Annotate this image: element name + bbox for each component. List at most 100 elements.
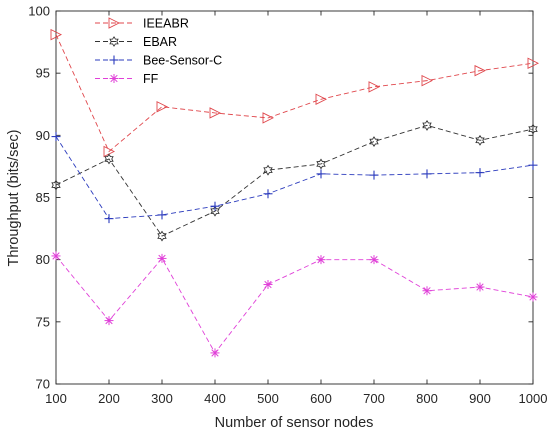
x-tick-label: 400 [204,391,226,406]
marker-shape [158,254,166,263]
marker-shape [50,28,63,41]
x-tick-label: 600 [310,391,332,406]
legend-item: EBAR [95,35,177,49]
series-line [55,255,534,354]
legend-marker [108,17,121,29]
data-point [210,348,220,358]
marker-shape [211,349,219,357]
data-point [422,286,432,296]
marker-shape [108,17,121,29]
y-axis-label: Throughput (bits/sec) [6,129,22,266]
legend-item: IEEABR [95,17,189,31]
y-tick-label: 75 [36,314,50,329]
data-point [528,160,538,170]
data-point [316,158,326,170]
data-point [369,136,379,147]
x-tick-label: 300 [151,391,173,406]
marker-shape [157,230,167,242]
data-point [422,169,432,179]
data-point [316,255,326,265]
marker-shape [529,293,537,301]
data-point [157,210,167,220]
series-layer [50,28,540,358]
series-line [55,124,534,237]
data-point [263,280,273,290]
data-point [210,201,220,211]
y-tick-label: 80 [36,252,50,267]
legend-marker [109,55,119,65]
data-point [315,93,328,106]
series-ebar [51,119,538,242]
x-tick-label: 200 [98,391,120,406]
series-line [55,136,534,220]
data-point [421,74,434,87]
marker-shape [527,57,540,69]
marker-shape [423,287,431,295]
marker-shape [315,93,328,106]
data-point [51,251,61,261]
data-point [104,153,114,165]
marker-shape [422,119,432,131]
series-bee-sensor-c [51,132,538,224]
legend-label: Bee-Sensor-C [143,54,222,68]
x-tick-label: 800 [416,391,438,406]
series-ieeabr [50,28,540,158]
data-point [209,107,222,119]
data-point [368,81,381,93]
data-point [50,28,63,41]
marker-shape [109,36,119,47]
data-point [474,64,487,77]
y-tick-label: 70 [36,377,50,392]
marker-shape [369,136,379,147]
x-tick-label: 100 [45,391,67,406]
marker-shape [210,205,220,217]
data-point [157,253,167,263]
series-ff [51,251,538,358]
marker-shape [51,179,61,191]
x-tick-label: 700 [363,391,385,406]
data-point [210,205,220,217]
marker-shape [262,112,275,124]
data-point [104,316,114,326]
marker-shape [104,153,114,165]
marker-shape [105,316,113,325]
data-point [262,112,275,124]
data-point [316,169,326,179]
data-point [528,123,538,135]
x-tick-label: 1000 [519,391,548,406]
marker-shape [474,64,487,77]
data-point [51,179,61,191]
legend-label: EBAR [143,35,177,49]
data-point [475,282,485,292]
marker-shape [476,283,484,291]
data-point [369,255,379,265]
y-tick-label: 85 [36,190,50,205]
legend-label: IEEABR [143,17,189,31]
x-tick-label: 900 [469,391,491,406]
marker-shape [421,74,434,87]
data-point [369,170,379,180]
y-tick-label: 100 [28,4,50,19]
marker-shape [264,280,272,289]
marker-shape [528,123,538,135]
legend-marker [109,36,119,47]
y-tick-label: 95 [36,66,50,81]
series-line [55,34,534,153]
data-point [263,189,273,199]
x-axis-label: Number of sensor nodes [215,415,374,431]
data-point [475,134,485,146]
marker-shape [368,81,381,93]
marker-shape [475,134,485,146]
data-point [51,132,61,142]
marker-shape [110,74,118,83]
data-point [475,168,485,178]
marker-shape [263,164,273,176]
legend-item: FF [95,72,159,86]
plot-area [55,10,534,385]
legend: IEEABR EBAR Bee-Sensor-C FF [95,17,222,86]
data-point [422,119,432,131]
x-tick-label: 500 [257,391,279,406]
data-point [104,214,114,224]
data-point [156,101,169,113]
